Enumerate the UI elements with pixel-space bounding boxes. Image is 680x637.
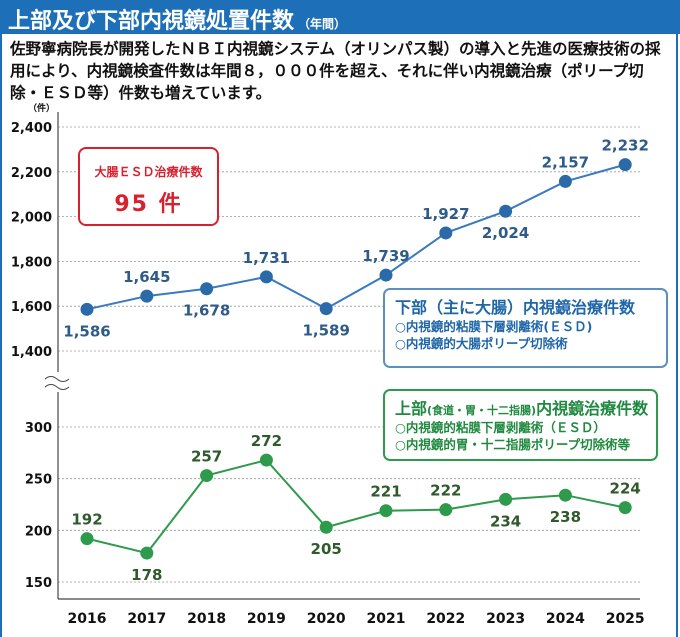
y-unit-label: （件）	[28, 102, 55, 114]
data-label: 1,678	[183, 302, 230, 320]
data-label: 238	[550, 508, 581, 526]
data-label: 224	[610, 480, 641, 498]
x-tick-label: 2019	[247, 611, 286, 627]
esd-callout: 大腸ＥＳＤ治療件数 95 件	[78, 147, 219, 226]
data-label: 234	[490, 512, 521, 530]
series-line-lower-gi	[86, 163, 626, 311]
data-point	[319, 520, 333, 534]
data-point	[379, 504, 393, 518]
data-point	[439, 503, 453, 517]
data-point	[439, 226, 453, 240]
legend-upper-title-paren: (食道・胃・十二指腸)	[427, 404, 537, 417]
data-point	[618, 158, 632, 172]
data-point	[259, 270, 273, 284]
data-label: 272	[251, 432, 282, 450]
data-point	[140, 289, 154, 303]
intro-text: 佐野寧病院長が開発したＮＢＩ内視鏡システム（オリンパス製）の導入と先進の医療技術…	[10, 40, 661, 102]
data-point	[558, 174, 572, 188]
data-label: 192	[71, 511, 102, 529]
data-point	[80, 302, 94, 316]
data-point	[558, 488, 572, 502]
data-point	[499, 204, 513, 218]
data-point	[259, 453, 273, 467]
y-tick-label: 2,200	[11, 166, 52, 181]
page-title: 上部及び下部内視鏡処置件数 （年間）	[8, 3, 346, 35]
legend-lower-item: ○内視鏡的粘膜下層剥離術(ＥＳＤ)	[395, 319, 593, 334]
y-tick-label: 1,800	[11, 255, 52, 270]
legend-upper-item: ○内視鏡的粘膜下層剥離術（ＥＳＤ）	[395, 420, 606, 435]
data-point	[200, 469, 214, 483]
axis-break-mark	[44, 384, 70, 390]
legend-upper-title-tail: 内視鏡治療件数	[536, 399, 649, 418]
data-label: 2,024	[482, 224, 529, 242]
x-tick-label: 2023	[486, 611, 525, 627]
data-point	[319, 302, 333, 316]
legend-upper-item: ○内視鏡的胃・十二指腸ポリープ切除術等	[395, 437, 631, 452]
y-tick-label: 1,600	[11, 300, 52, 315]
x-tick-label: 2018	[187, 611, 226, 627]
data-label: 1,927	[422, 205, 469, 223]
data-point	[80, 532, 94, 546]
y-tick-label: 1,400	[11, 345, 52, 360]
axes	[44, 112, 640, 600]
y-tick-label: 300	[25, 421, 52, 436]
data-label: 205	[311, 540, 342, 558]
data-label: 1,645	[123, 268, 170, 286]
series-points	[80, 158, 632, 560]
x-tick-label: 2017	[127, 611, 166, 627]
legend-upper-title: 上部(食道・胃・十二指腸)内視鏡治療件数	[395, 395, 649, 419]
data-label: 1,731	[243, 249, 290, 267]
header-bar: 上部及び下部内視鏡処置件数 （年間）	[0, 0, 680, 34]
y-tick-label: 150	[25, 576, 52, 591]
x-tick-label: 2020	[307, 611, 346, 627]
y-tick-label: 2,400	[11, 121, 52, 136]
x-tick-label: 2024	[546, 611, 585, 627]
tick-labels: （件） 1,400 1,600 1,800 2,000 2,200 2,400 150 200 2…	[11, 102, 645, 627]
x-tick-label: 2025	[606, 611, 645, 627]
x-tick-label: 2022	[426, 611, 465, 627]
legend-lower-item: ○内視鏡的大腸ポリープ切除術	[395, 336, 568, 351]
data-label: 2,232	[601, 137, 648, 155]
esd-callout-label: 大腸ＥＳＤ治療件数	[94, 165, 203, 179]
x-tick-label: 2021	[367, 611, 406, 627]
data-label: 1,589	[302, 322, 349, 340]
data-point	[618, 501, 632, 515]
data-label: 1,739	[362, 247, 409, 265]
y-tick-label: 250	[25, 473, 52, 488]
data-point	[379, 268, 393, 282]
y-tick-label: 200	[25, 524, 52, 539]
legend-upper-title-main: 上部	[395, 399, 428, 418]
series-line-upper-gi	[86, 458, 626, 555]
data-labels: 1,586 1,645 1,678 1,731 1,589 1,739 1,927 2,024…	[63, 137, 649, 584]
y-tick-label: 2,000	[11, 211, 52, 226]
data-label: 257	[191, 448, 222, 466]
legend-upper-gi: 上部(食道・胃・十二指腸)内視鏡治療件数 ○内視鏡的粘膜下層剥離術（ＥＳＤ） ○…	[383, 389, 658, 461]
data-label: 2,157	[542, 153, 589, 171]
esd-callout-value: 95 件	[114, 192, 183, 217]
data-point	[499, 492, 513, 506]
title-subtitle: （年間）	[298, 17, 347, 31]
data-label: 221	[370, 483, 401, 501]
axis-break-mark	[44, 376, 70, 382]
data-label: 1,586	[63, 322, 110, 340]
title-text: 上部及び下部内視鏡処置件数	[8, 9, 295, 34]
data-point	[200, 282, 214, 296]
data-point	[140, 546, 154, 560]
series-lines	[86, 163, 626, 555]
x-tick-label: 2016	[68, 611, 107, 627]
data-label: 222	[430, 482, 461, 500]
data-label: 178	[131, 566, 162, 584]
legend-lower-title: 下部（主に大腸）内視鏡治療件数	[395, 298, 636, 317]
legend-lower-gi: 下部（主に大腸）内視鏡治療件数 ○内視鏡的粘膜下層剥離術(ＥＳＤ) ○内視鏡的大…	[383, 288, 668, 368]
